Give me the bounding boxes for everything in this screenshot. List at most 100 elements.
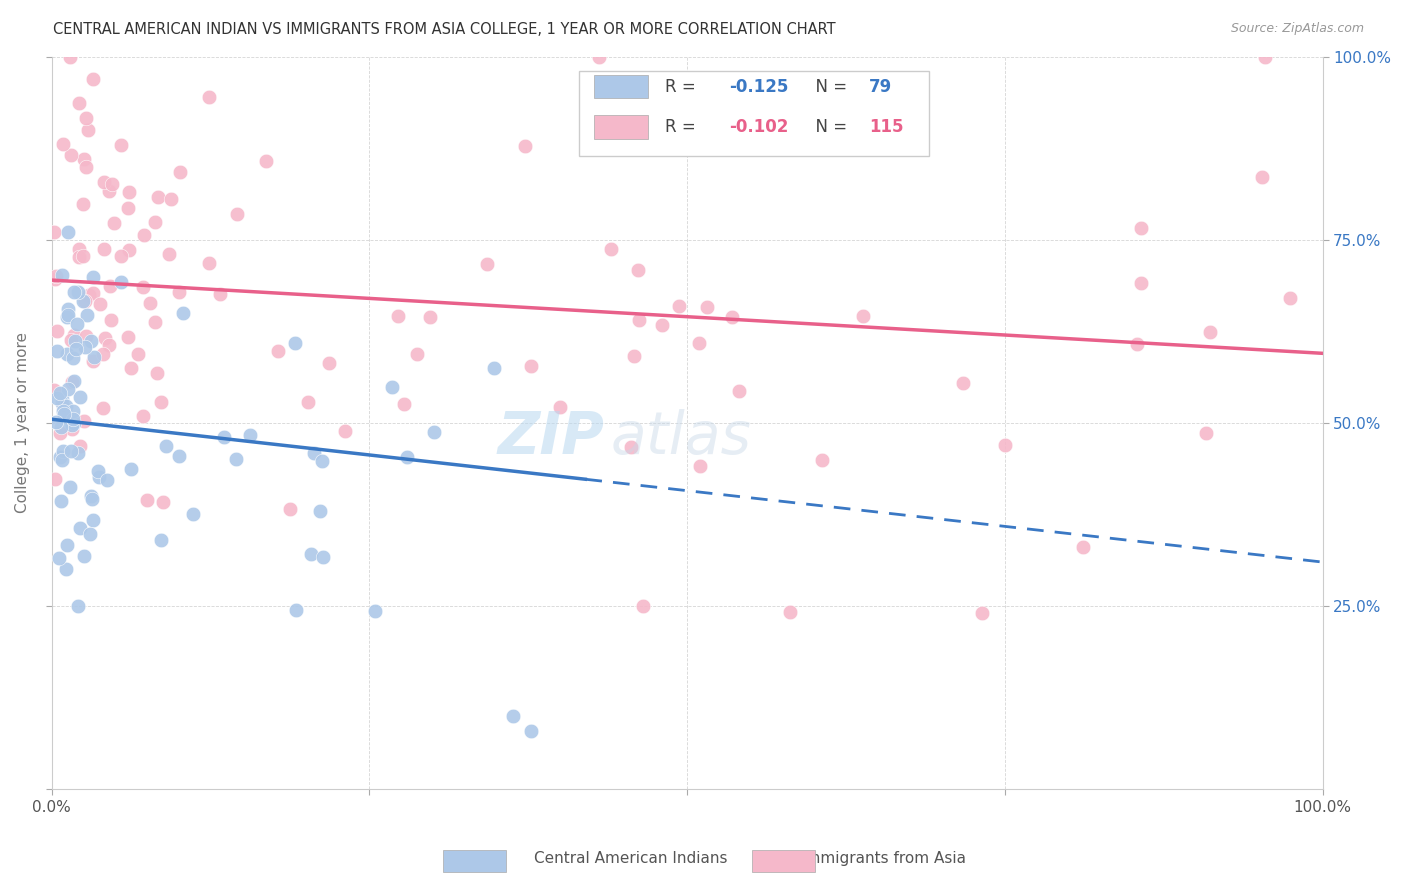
- Point: [65, 343, 87, 357]
- Point: [72, 293, 94, 308]
- Point: [226, 206, 249, 220]
- Point: [63, 417, 86, 431]
- Point: [132, 280, 155, 294]
- Point: [58, 301, 80, 316]
- Point: [48, 426, 70, 441]
- Point: [728, 384, 751, 398]
- Point: [49, 386, 72, 401]
- Point: [117, 330, 139, 344]
- Point: [1130, 220, 1153, 235]
- Point: [52, 398, 75, 412]
- Point: [502, 709, 524, 723]
- Point: [994, 438, 1017, 452]
- Point: [69, 390, 91, 404]
- Point: [302, 446, 325, 460]
- Point: [132, 409, 155, 424]
- Point: [52, 404, 75, 418]
- Point: [79, 527, 101, 541]
- Point: [623, 349, 645, 363]
- Point: [208, 287, 231, 301]
- Point: [167, 285, 190, 300]
- Point: [1126, 336, 1149, 351]
- Point: [152, 495, 174, 509]
- Point: [67, 95, 90, 110]
- Point: [66, 446, 89, 460]
- Point: [62, 351, 84, 366]
- Text: -0.102: -0.102: [728, 118, 789, 136]
- Point: [239, 427, 262, 442]
- Point: [48, 551, 70, 566]
- Point: [1130, 277, 1153, 291]
- Point: [55, 539, 77, 553]
- Point: [91, 401, 114, 415]
- Point: [110, 137, 132, 152]
- Point: [55, 310, 77, 325]
- Point: [620, 440, 643, 454]
- Point: [59, 443, 82, 458]
- Point: [394, 397, 416, 411]
- Point: [633, 599, 655, 613]
- Point: [139, 296, 162, 310]
- Point: [44, 272, 66, 286]
- Point: [155, 439, 177, 453]
- Point: [45, 391, 67, 405]
- Point: [62, 412, 84, 426]
- Point: [721, 310, 744, 325]
- Point: [423, 425, 446, 439]
- Point: [135, 493, 157, 508]
- Point: [97, 338, 120, 352]
- Point: [73, 414, 96, 428]
- Point: [93, 331, 115, 345]
- Point: [1199, 325, 1222, 339]
- Text: Immigrants from Asia: Immigrants from Asia: [801, 851, 966, 865]
- Point: [45, 415, 67, 429]
- Point: [311, 454, 333, 468]
- Point: [55, 347, 77, 361]
- Point: [101, 177, 124, 191]
- Point: [82, 513, 104, 527]
- Point: [56, 382, 79, 396]
- Point: [77, 288, 100, 302]
- Point: [91, 347, 114, 361]
- Point: [51, 268, 73, 283]
- Point: [143, 315, 166, 329]
- Text: ZIP: ZIP: [498, 409, 605, 466]
- Point: [60, 417, 83, 432]
- Text: atlas: atlas: [610, 409, 752, 466]
- Point: [58, 225, 80, 239]
- Point: [60, 376, 83, 390]
- Point: [110, 249, 132, 263]
- Point: [254, 153, 277, 168]
- Point: [852, 309, 875, 323]
- Point: [284, 603, 307, 617]
- Text: 79: 79: [869, 78, 891, 95]
- Point: [148, 189, 170, 203]
- Point: [482, 361, 505, 376]
- Point: [62, 404, 84, 418]
- Point: [1278, 291, 1301, 305]
- Point: [89, 297, 111, 311]
- Point: [419, 310, 441, 325]
- Point: [952, 376, 974, 390]
- Point: [550, 400, 572, 414]
- Point: [1195, 426, 1218, 441]
- Point: [76, 309, 98, 323]
- Point: [46, 343, 69, 358]
- Point: [651, 318, 673, 332]
- Point: [134, 227, 156, 242]
- Point: [157, 246, 180, 260]
- Point: [45, 324, 67, 338]
- Point: [513, 138, 536, 153]
- Point: [146, 366, 169, 380]
- Point: [600, 242, 623, 256]
- Point: [120, 360, 142, 375]
- Y-axis label: College, 1 year or more: College, 1 year or more: [15, 333, 30, 514]
- Point: [73, 340, 96, 354]
- Point: [63, 334, 86, 348]
- Point: [117, 202, 139, 216]
- Point: [66, 317, 89, 331]
- Point: [52, 444, 75, 458]
- Point: [381, 380, 404, 394]
- Point: [75, 329, 97, 343]
- Point: [127, 347, 149, 361]
